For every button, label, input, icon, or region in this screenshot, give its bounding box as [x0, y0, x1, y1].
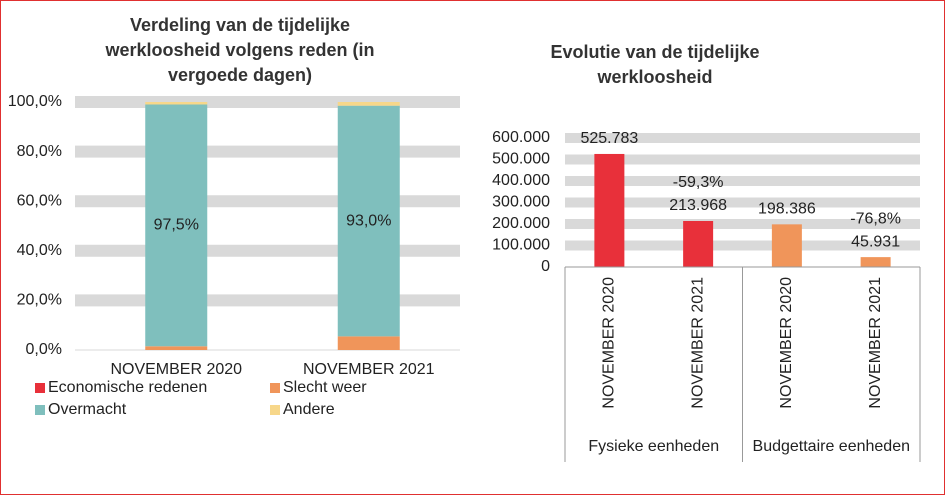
y-tick-label: 0 [541, 258, 550, 275]
y-tick-label: 200.000 [492, 215, 550, 232]
data-label: 45.931 [851, 233, 900, 250]
data-label: 213.968 [669, 197, 727, 214]
y-tick-label: 600.000 [492, 129, 550, 146]
legend-swatch [35, 383, 45, 393]
x-tick-label: NOVEMBER 2021 [689, 277, 706, 409]
y-tick-label: 100,0% [8, 93, 62, 110]
legend-swatch [35, 405, 45, 415]
bar-segment [337, 105, 400, 337]
x-tick-label: NOVEMBER 2020 [778, 277, 795, 409]
bar-segment [145, 102, 208, 105]
y-tick-label: 0,0% [26, 341, 62, 358]
y-tick-label: 40,0% [17, 242, 62, 259]
y-tick-label: 20,0% [17, 292, 62, 309]
change-label: -59,3% [673, 174, 724, 191]
x-tick-label: NOVEMBER 2021 [303, 361, 435, 378]
group-label: Budgettaire eenheden [753, 438, 910, 455]
x-tick-label: NOVEMBER 2020 [110, 361, 242, 378]
group-label: Fysieke eenheden [588, 438, 719, 455]
y-tick-label: 400.000 [492, 172, 550, 189]
chart-title: Verdeling van de tijdelijke werkloosheid… [105, 15, 375, 85]
y-tick-label: 100.000 [492, 237, 550, 254]
bar-segment [337, 102, 400, 106]
bar [860, 257, 891, 267]
legend-label: Andere [283, 401, 335, 418]
legend-label: Slecht weer [283, 379, 367, 396]
chart-title: Evolutie van de tijdelijke werkloosheid [550, 42, 760, 87]
y-tick-label: 500.000 [492, 151, 550, 168]
bar-segment [337, 336, 400, 350]
bar-segment [145, 104, 208, 347]
x-tick-label: NOVEMBER 2021 [867, 277, 884, 409]
data-label: 525.783 [580, 130, 638, 147]
data-label: 93,0% [346, 212, 391, 229]
bar [594, 153, 625, 267]
data-label: 198.386 [758, 201, 816, 218]
bar [683, 220, 714, 267]
change-label: -76,8% [850, 210, 901, 227]
x-tick-label: NOVEMBER 2020 [601, 277, 618, 409]
bar [771, 224, 802, 267]
y-tick-label: 80,0% [17, 143, 62, 160]
bar-segment [145, 346, 208, 350]
legend-label: Economische redenen [48, 379, 207, 396]
legend-swatch [270, 383, 280, 393]
legend-label: Overmacht [48, 401, 127, 418]
legend-swatch [270, 405, 280, 415]
data-label: 97,5% [154, 217, 199, 234]
y-tick-label: 300.000 [492, 194, 550, 211]
y-tick-label: 60,0% [17, 192, 62, 209]
